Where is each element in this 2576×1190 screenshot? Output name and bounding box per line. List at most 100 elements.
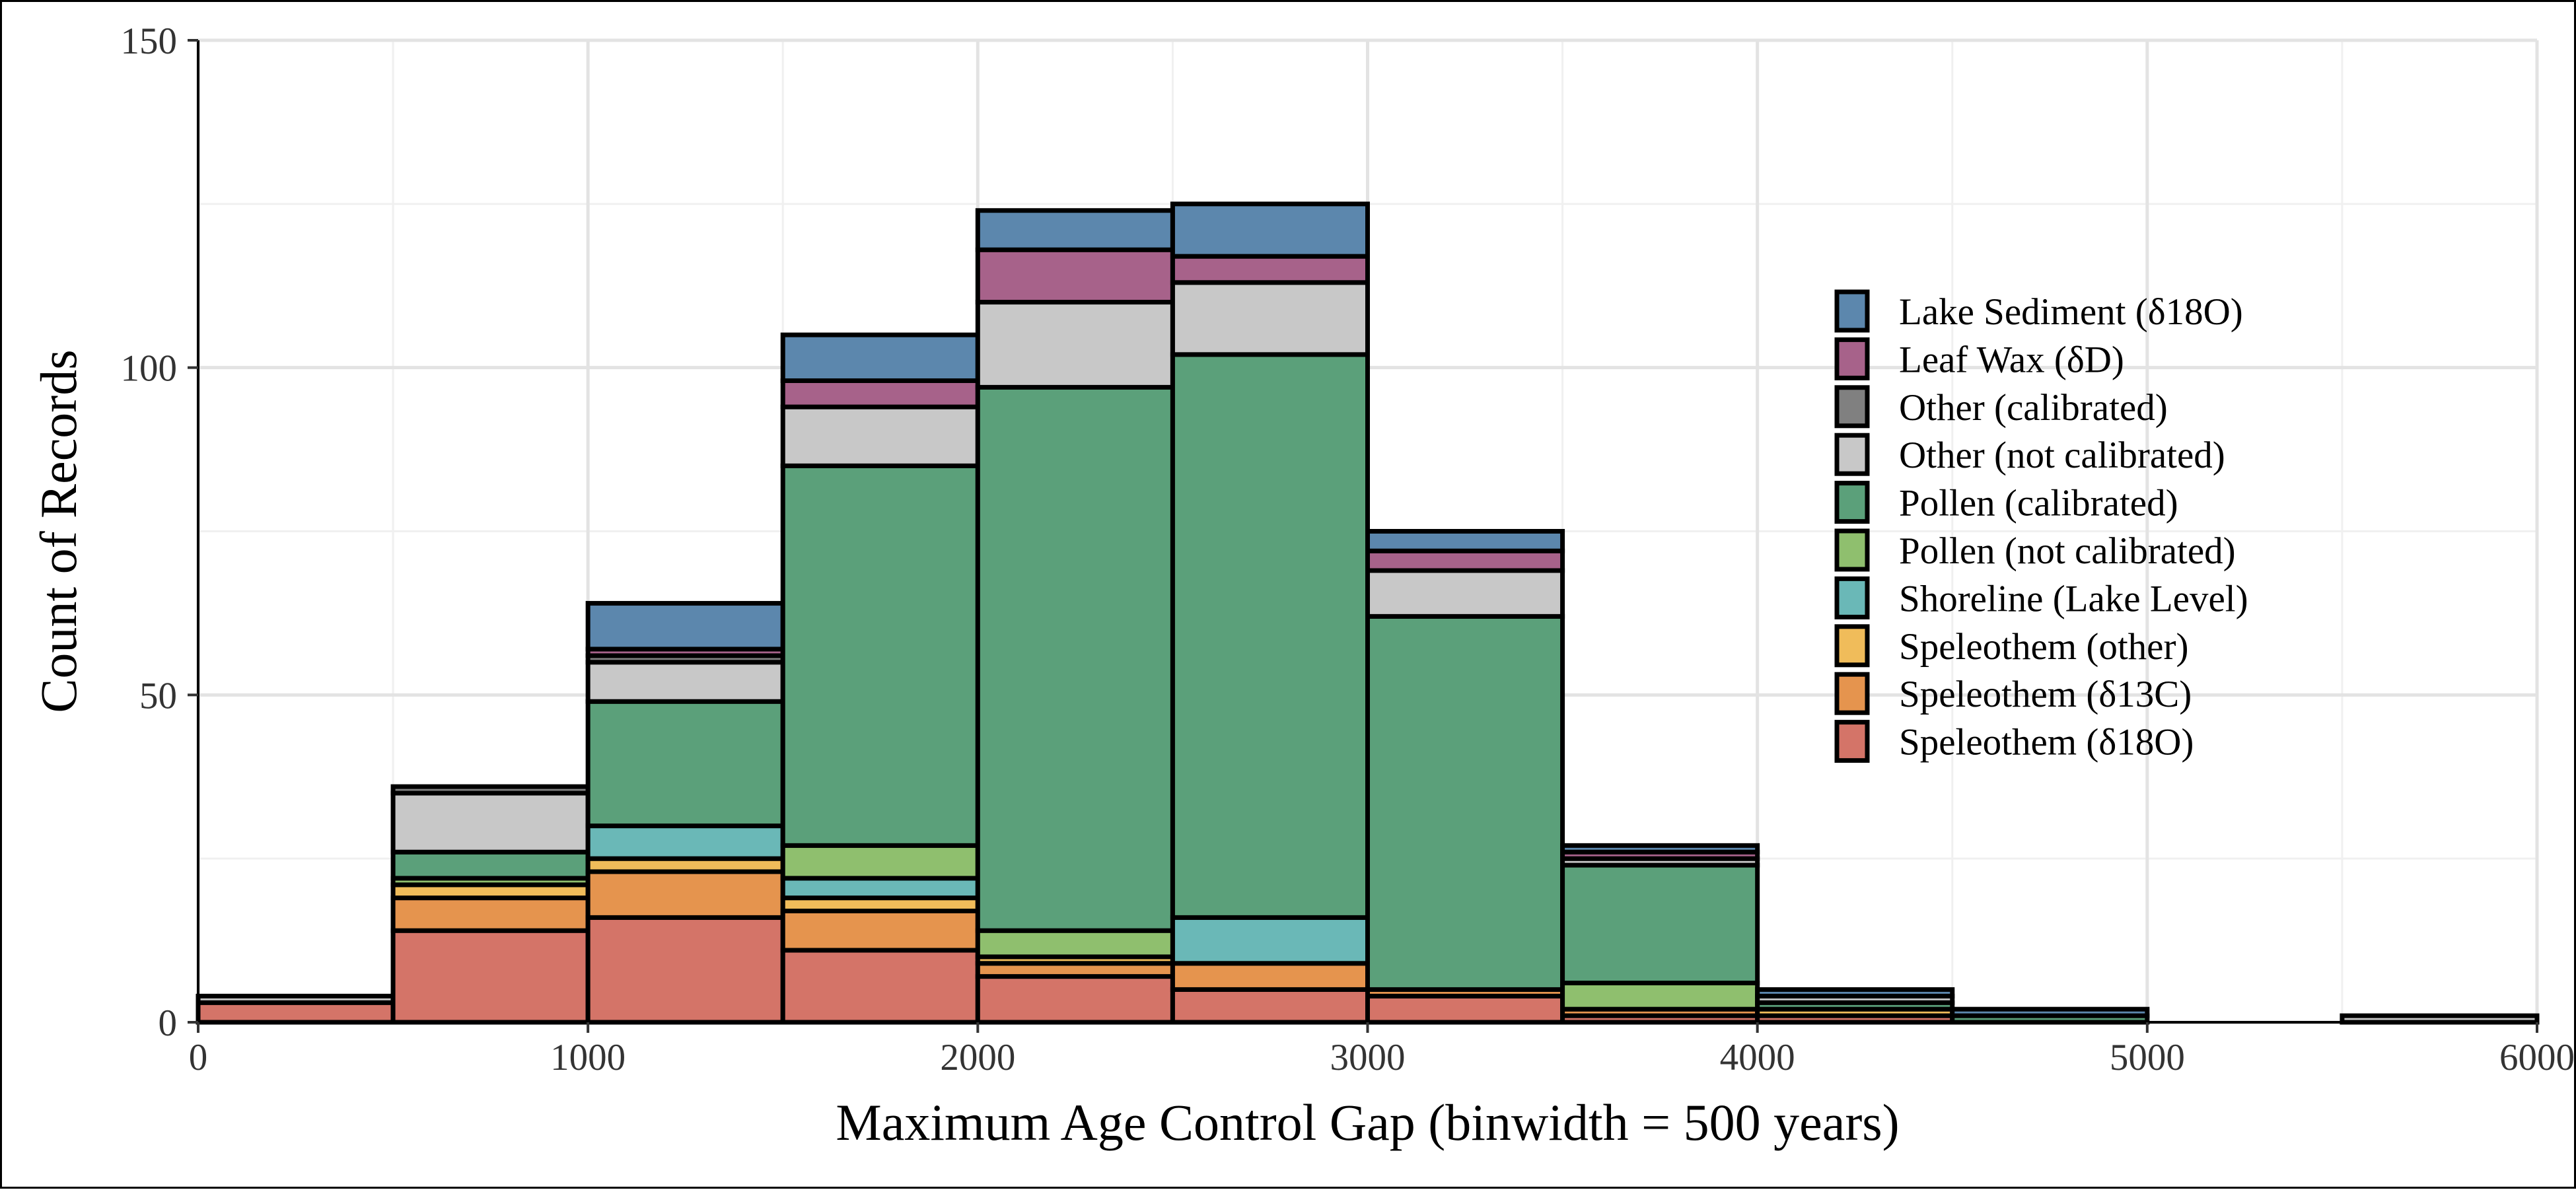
- x-tick-label: 5000: [2110, 1037, 2185, 1078]
- legend-item: Pollen (not calibrated): [1834, 528, 2236, 572]
- bar-segment: [1560, 981, 1760, 1012]
- bar-segment: [1560, 862, 1760, 986]
- legend-key: [1834, 481, 1870, 524]
- bar-segment: [585, 699, 785, 829]
- bar-segment: [780, 843, 980, 881]
- y-tick-label: 0: [159, 1002, 178, 1044]
- legend-key: [1834, 720, 1870, 763]
- y-tick-label: 150: [121, 20, 178, 62]
- x-tick-label: 6000: [2499, 1037, 2574, 1078]
- legend-item: Speleothem (other): [1834, 624, 2188, 668]
- bar-segment: [1170, 961, 1370, 992]
- bar-stack: [1560, 843, 1760, 1025]
- bar-stack: [1170, 201, 1370, 1025]
- bar-segment: [1170, 987, 1370, 1025]
- legend-label: Speleothem (δ18O): [1899, 722, 2194, 763]
- y-axis-title: Count of Records: [30, 349, 87, 713]
- bar-segment: [390, 928, 590, 1025]
- y-tick-label: 50: [139, 675, 177, 717]
- legend-item: Leaf Wax (δD): [1834, 337, 2124, 380]
- legend-key: [1834, 576, 1870, 619]
- legend-label: Other (calibrated): [1899, 387, 2168, 429]
- bar-stack: [585, 601, 785, 1025]
- legend-item: Lake Sediment (δ18O): [1834, 289, 2243, 333]
- bar-segment: [1365, 548, 1565, 573]
- bar-segment: [975, 384, 1175, 933]
- bar-segment: [780, 332, 980, 383]
- bar-segment: [1365, 568, 1565, 619]
- bar-segment: [1560, 843, 1760, 855]
- bar-segment: [780, 463, 980, 848]
- bar-segment: [975, 928, 1175, 960]
- bar-segment: [1365, 993, 1565, 1025]
- bar-segment: [1950, 1006, 2150, 1018]
- legend-label: Lake Sediment (δ18O): [1899, 291, 2243, 333]
- bar-segment: [1170, 254, 1370, 285]
- bar-segment: [1365, 613, 1565, 992]
- bar-segment: [1170, 915, 1370, 966]
- bar-segment: [975, 208, 1175, 252]
- legend-label: Speleothem (δ13C): [1899, 674, 2192, 715]
- bar-segment: [780, 378, 980, 409]
- legend-key: [1834, 289, 1870, 333]
- bar-stacks: [196, 201, 2540, 1025]
- legend-label: Shoreline (Lake Level): [1899, 578, 2248, 619]
- y-tick-label: 100: [121, 348, 178, 390]
- legend-key: [1834, 624, 1870, 668]
- legend-item: Pollen (calibrated): [1834, 481, 2178, 524]
- x-axis-title: Maximum Age Control Gap (binwidth = 500 …: [836, 1094, 1899, 1151]
- tick-labels: 0 1000 2000 3000 4000 5000 6000 0 50 100 150: [121, 20, 2575, 1078]
- bar-segment: [390, 895, 590, 933]
- bar-segment: [975, 974, 1175, 1025]
- legend-key: [1834, 433, 1870, 476]
- bar-segment: [390, 849, 590, 881]
- x-tick-label: 0: [189, 1037, 208, 1078]
- bar-segment: [390, 790, 590, 855]
- bar-segment: [780, 876, 980, 901]
- bar-stack: [975, 208, 1175, 1025]
- legend-label: Pollen (calibrated): [1899, 483, 2178, 524]
- legend-item: Speleothem (δ18O): [1834, 720, 2194, 763]
- bar-segment: [1365, 529, 1565, 553]
- bar-segment: [780, 404, 980, 468]
- x-tick-label: 2000: [940, 1037, 1015, 1078]
- legend-item: Speleothem (δ13C): [1834, 672, 2192, 715]
- bar-segment: [975, 300, 1175, 390]
- legend-label: Other (not calibrated): [1899, 435, 2225, 476]
- bar-segment: [780, 908, 980, 953]
- legend: Lake Sediment (δ18O) Leaf Wax (δD) Other (…: [1834, 289, 2248, 763]
- bar-segment: [1170, 280, 1370, 357]
- legend-key: [1834, 385, 1870, 429]
- bar-segment: [975, 247, 1175, 305]
- bar-segment: [585, 601, 785, 652]
- legend-item: Shoreline (Lake Level): [1834, 576, 2248, 619]
- bar-segment: [196, 1000, 396, 1025]
- x-tick-label: 3000: [1330, 1037, 1406, 1078]
- bar-segment: [585, 823, 785, 861]
- legend-item: Other (calibrated): [1834, 385, 2168, 429]
- legend-item: Other (not calibrated): [1834, 433, 2225, 476]
- legend-key: [1834, 528, 1870, 572]
- bar-segment: [585, 660, 785, 704]
- bar-segment: [196, 993, 396, 1005]
- bar-segment: [1170, 352, 1370, 920]
- bar-segment: [390, 784, 590, 796]
- bar-stack: [1755, 987, 1955, 1025]
- bar-stack: [390, 784, 590, 1025]
- x-tick-label: 4000: [1720, 1037, 1795, 1078]
- bar-stack: [1950, 1006, 2150, 1025]
- x-tick-label: 1000: [550, 1037, 626, 1078]
- bar-stack: [196, 993, 396, 1025]
- bar-stack: [1365, 529, 1565, 1025]
- bar-segment: [585, 869, 785, 920]
- bar-segment: [780, 948, 980, 1025]
- bar-segment: [1755, 987, 1955, 998]
- bar-segment: [1170, 201, 1370, 259]
- legend-label: Leaf Wax (δD): [1899, 339, 2124, 380]
- legend-key: [1834, 337, 1870, 380]
- legend-label: Pollen (not calibrated): [1899, 530, 2236, 572]
- bar-stack: [780, 332, 980, 1025]
- legend-label: Speleothem (other): [1899, 626, 2188, 668]
